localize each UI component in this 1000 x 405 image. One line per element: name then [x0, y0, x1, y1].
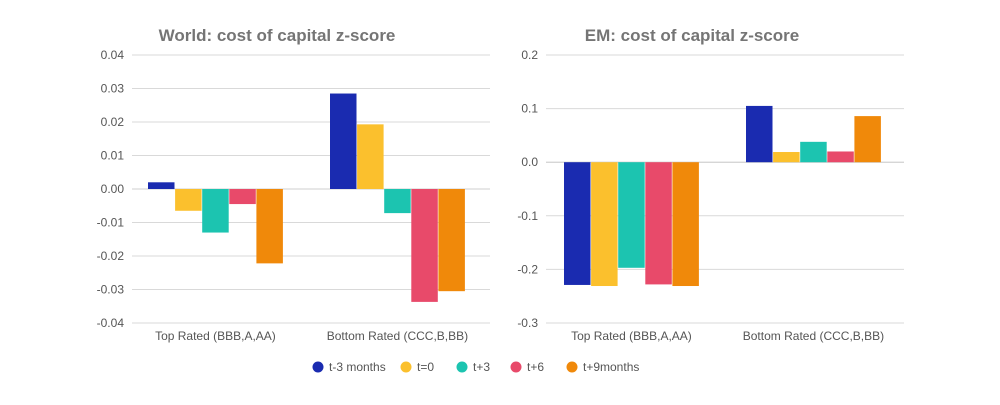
- legend-marker: [510, 361, 522, 373]
- legend-marker: [400, 361, 412, 373]
- world-y-tick-label: -0.04: [97, 316, 125, 330]
- em-y-tick-label: -0.3: [517, 316, 538, 330]
- world-bar: [175, 189, 202, 211]
- world-y-tick-label: 0.01: [101, 149, 125, 163]
- em-category-label: Bottom Rated (CCC,B,BB): [743, 329, 884, 343]
- world-category-label: Bottom Rated (CCC,B,BB): [327, 329, 468, 343]
- legend-marker: [566, 361, 578, 373]
- world-y-tick-label: 0.00: [101, 182, 125, 196]
- legend-marker: [456, 361, 468, 373]
- legend-label: t+9months: [583, 360, 639, 374]
- legend-label: t+6: [527, 360, 544, 374]
- em-bar: [618, 162, 645, 268]
- world-bar: [357, 124, 384, 189]
- em-bar: [645, 162, 672, 285]
- world-bar: [411, 189, 438, 302]
- world-bar: [229, 189, 256, 205]
- world-bar: [384, 189, 411, 214]
- world-bar: [148, 182, 175, 189]
- world-bar: [256, 189, 283, 264]
- em-bar: [564, 162, 591, 285]
- em-bar: [800, 141, 827, 163]
- world-y-tick-label: 0.02: [101, 115, 125, 129]
- world-y-tick-label: -0.01: [97, 216, 125, 230]
- legend-label: t=0: [417, 360, 434, 374]
- legend-label: t+3: [473, 360, 490, 374]
- legend: t-3 months t=0 t+3 t+6 t+9months: [312, 360, 639, 374]
- world-bar: [202, 189, 229, 233]
- em-y-tick-label: -0.2: [517, 262, 538, 276]
- world-y-tick-label: 0.04: [101, 48, 125, 62]
- em-bar: [854, 116, 881, 163]
- em-category-label: Top Rated (BBB,A,AA): [571, 329, 692, 343]
- legend-label: t-3 months: [329, 360, 386, 374]
- em-bar: [746, 105, 773, 163]
- world-chart-title: World: cost of capital z-score: [159, 26, 396, 45]
- em-chart-title: EM: cost of capital z-score: [585, 26, 799, 45]
- world-y-tick-label: -0.03: [97, 283, 125, 297]
- em-bar: [827, 151, 854, 163]
- em-bar: [773, 152, 800, 163]
- world-bar: [330, 93, 357, 189]
- world-y-tick-label: 0.03: [101, 82, 125, 96]
- world-y-tick-label: -0.02: [97, 249, 125, 263]
- world-category-label: Top Rated (BBB,A,AA): [155, 329, 276, 343]
- legend-marker: [312, 361, 324, 373]
- em-y-tick-label: -0.1: [517, 209, 538, 223]
- em-y-tick-label: 0.1: [521, 102, 538, 116]
- em-y-tick-label: 0.2: [521, 48, 538, 62]
- world-bar: [438, 189, 465, 292]
- em-bar: [591, 162, 618, 287]
- em-y-tick-label: 0.0: [521, 155, 538, 169]
- em-bar: [672, 162, 699, 287]
